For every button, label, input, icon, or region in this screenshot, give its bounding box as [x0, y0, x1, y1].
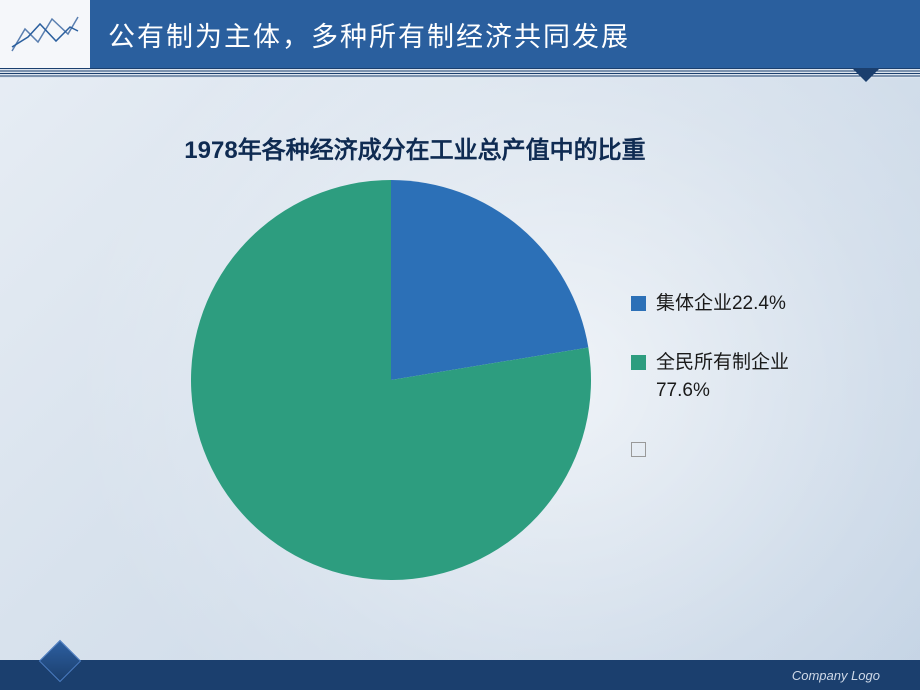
chart-title: 1978年各种经济成分在工业总产值中的比重 [0, 130, 920, 165]
legend-item: 全民所有制企业 77.6% [631, 349, 789, 406]
slide-title: 公有制为主体，多种所有制经济共同发展 [108, 15, 630, 54]
pie-slice [391, 180, 588, 380]
header-bar: 公有制为主体，多种所有制经济共同发展 [0, 0, 920, 68]
chart-title-rest: 年各种经济成分在工业总产值中的比重 [238, 137, 646, 164]
legend-swatch [631, 355, 646, 370]
header-triangle-icon [852, 68, 880, 82]
legend-item: 集体企业22.4% [631, 290, 789, 319]
legend-swatch [631, 296, 646, 311]
legend-label: 集体企业22.4% [656, 290, 786, 319]
chart-area: 1978年各种经济成分在工业总产值中的比重 集体企业22.4% 全民所有制企业 7… [0, 130, 920, 655]
legend-label: 全民所有制企业 77.6% [656, 349, 789, 406]
chart-legend: 集体企业22.4% 全民所有制企业 77.6% [631, 290, 789, 487]
stripe-band [0, 68, 920, 78]
footer-text: Company Logo [792, 668, 880, 683]
legend-item [631, 436, 789, 457]
pie-chart [191, 180, 591, 580]
header-border [0, 68, 920, 92]
pie-wrap: 集体企业22.4% 全民所有制企业 77.6% [0, 180, 920, 580]
footer-bar: Company Logo [0, 660, 920, 690]
header-icon [0, 0, 90, 68]
chart-title-year: 1978 [184, 137, 237, 164]
legend-swatch [631, 442, 646, 457]
